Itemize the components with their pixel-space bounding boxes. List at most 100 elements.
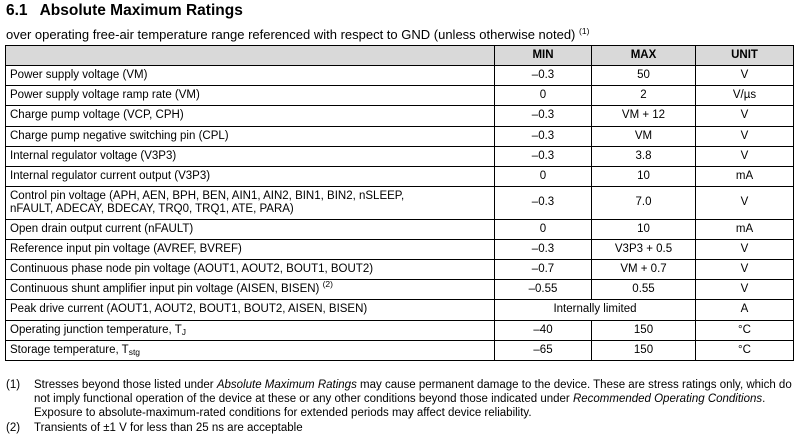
max-cell: VM + 12 <box>591 105 696 127</box>
max-cell: 3.8 <box>591 145 696 167</box>
min-cell: –0.7 <box>494 258 592 281</box>
param-text: Storage temperature, T <box>10 343 129 356</box>
max-cell: 50 <box>591 64 696 87</box>
min-cell: –0.3 <box>494 64 592 87</box>
footnote-marker: (1) <box>6 379 21 391</box>
table-row: Storage temperature, Tstg –65 150 °C <box>5 339 794 361</box>
max-cell: 150 <box>591 339 696 361</box>
footnote-text: may cause permanent damage to the device… <box>34 379 792 405</box>
header-max: MAX <box>591 45 696 66</box>
footnote-emphasis: Absolute Maximum Ratings <box>216 379 357 391</box>
min-cell: 0 <box>494 165 592 188</box>
param-line-1: Control pin voltage (APH, AEN, BPH, BEN,… <box>10 189 405 202</box>
param-line-2: nFAULT, ADECAY, BDECAY, TRQ0, TRQ1, ATE,… <box>10 202 294 215</box>
header-unit: UNIT <box>695 45 794 66</box>
min-cell: –0.3 <box>494 186 592 220</box>
section-number: 6.1 <box>6 2 28 19</box>
footnote-text: Transients of ±1 V for less than 25 ns a… <box>34 422 303 434</box>
unit-cell: V <box>695 186 794 220</box>
table-header-row: MIN MAX UNIT <box>5 45 794 66</box>
param-cell: Continuous phase node pin voltage (AOUT1… <box>5 258 495 281</box>
param-subscript: stg <box>128 346 141 357</box>
table-row: Internal regulator voltage (V3P3) –0.3 3… <box>5 145 794 167</box>
footnote-text: . Exposure to absolute-maximum-rated con… <box>34 393 766 419</box>
table-row: Peak drive current (AOUT1, AOUT2, BOUT1,… <box>5 299 794 321</box>
header-min: MIN <box>494 45 592 66</box>
param-cell: Storage temperature, Tstg <box>5 339 495 361</box>
ratings-table: MIN MAX UNIT Power supply voltage (VM) –… <box>5 45 794 361</box>
table-row: Internal regulator current output (V3P3)… <box>5 165 794 188</box>
param-cell: Power supply voltage (VM) <box>5 64 495 87</box>
param-cell: Charge pump voltage (VCP, CPH) <box>5 105 495 127</box>
footnote-1: (1) Stresses beyond those listed under A… <box>6 378 794 420</box>
unit-cell: V <box>695 64 794 87</box>
table-row: Power supply voltage (VM) –0.3 50 V <box>5 64 794 87</box>
footnote-emphasis: Recommended Operating Conditions <box>572 393 763 405</box>
param-cell: Operating junction temperature, TJ <box>5 319 495 341</box>
table-row: Control pin voltage (APH, AEN, BPH, BEN,… <box>5 186 794 220</box>
unit-cell: V <box>695 238 794 261</box>
min-cell: –0.3 <box>494 238 592 261</box>
section-heading: 6.1 Absolute Maximum Ratings <box>6 2 243 20</box>
table-row: Power supply voltage ramp rate (VM) 0 2 … <box>5 85 794 107</box>
max-cell: 7.0 <box>591 186 696 220</box>
max-cell: 150 <box>591 319 696 341</box>
max-cell: 0.55 <box>591 279 696 301</box>
max-cell: 10 <box>591 218 696 240</box>
unit-cell: mA <box>695 165 794 188</box>
min-cell: 0 <box>494 85 592 107</box>
unit-cell: V <box>695 125 794 147</box>
table-row: Operating junction temperature, TJ –40 1… <box>5 319 794 341</box>
max-cell: VM + 0.7 <box>591 258 696 281</box>
unit-cell: °C <box>695 339 794 361</box>
min-cell: –0.55 <box>494 279 592 301</box>
unit-cell: °C <box>695 319 794 341</box>
param-cell: Open drain output current (nFAULT) <box>5 218 495 240</box>
unit-cell: V <box>695 279 794 301</box>
unit-cell: V <box>695 258 794 281</box>
section-title: Absolute Maximum Ratings <box>39 2 243 19</box>
table-row: Reference input pin voltage (AVREF, BVRE… <box>5 238 794 261</box>
table-row: Charge pump negative switching pin (CPL)… <box>5 125 794 147</box>
param-cell: Power supply voltage ramp rate (VM) <box>5 85 495 107</box>
footnote-2: (2) Transients of ±1 V for less than 25 … <box>6 421 794 435</box>
unit-cell: mA <box>695 218 794 240</box>
table-subtitle: over operating free-air temperature rang… <box>6 27 589 42</box>
table-row: Open drain output current (nFAULT) 0 10 … <box>5 218 794 240</box>
unit-cell: V/µs <box>695 85 794 107</box>
param-cell: Reference input pin voltage (AVREF, BVRE… <box>5 238 495 261</box>
table-row: Continuous phase node pin voltage (AOUT1… <box>5 258 794 281</box>
param-cell: Continuous shunt amplifier input pin vol… <box>5 279 495 301</box>
param-cell: Charge pump negative switching pin (CPL) <box>5 125 495 147</box>
header-param <box>5 45 495 66</box>
table-row: Charge pump voltage (VCP, CPH) –0.3 VM +… <box>5 105 794 127</box>
max-cell: 2 <box>591 85 696 107</box>
param-cell: Internal regulator current output (V3P3) <box>5 165 495 188</box>
param-text: Operating junction temperature, T <box>10 323 182 336</box>
unit-cell: V <box>695 105 794 127</box>
min-cell: –0.3 <box>494 125 592 147</box>
footnotes: (1) Stresses beyond those listed under A… <box>6 378 794 436</box>
min-max-span-cell: Internally limited <box>494 299 696 321</box>
param-text: Continuous shunt amplifier input pin vol… <box>10 283 320 296</box>
min-cell: –0.3 <box>494 105 592 127</box>
param-cell: Peak drive current (AOUT1, AOUT2, BOUT1,… <box>5 299 495 321</box>
max-cell: 10 <box>591 165 696 188</box>
max-cell: V3P3 + 0.5 <box>591 238 696 261</box>
min-cell: –0.3 <box>494 145 592 167</box>
footnote-marker: (2) <box>6 422 21 434</box>
max-cell: VM <box>591 125 696 147</box>
footnote-ref-1[interactable]: (1) <box>579 26 590 36</box>
param-cell: Internal regulator voltage (V3P3) <box>5 145 495 167</box>
footnote-text: Stresses beyond those listed under <box>34 379 217 391</box>
min-cell: 0 <box>494 218 592 240</box>
footnote-ref-2[interactable]: (2) <box>322 279 333 290</box>
min-cell: –65 <box>494 339 592 361</box>
table-row: Continuous shunt amplifier input pin vol… <box>5 279 794 301</box>
param-subscript: J <box>181 326 186 337</box>
param-cell: Control pin voltage (APH, AEN, BPH, BEN,… <box>5 186 495 220</box>
unit-cell: V <box>695 145 794 167</box>
unit-cell: A <box>695 299 794 321</box>
subtitle-text: over operating free-air temperature rang… <box>6 27 576 42</box>
